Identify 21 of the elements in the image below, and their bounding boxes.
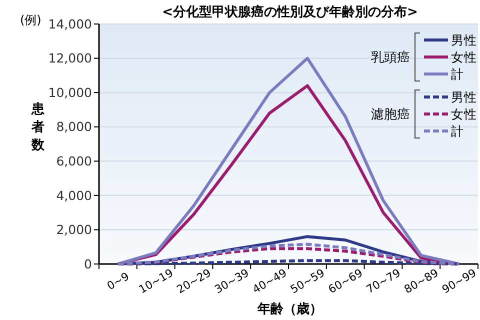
annotation: 濾胞癌 [371,108,410,123]
y-tick-label: 14,000 [48,16,92,32]
text: (例) [20,13,42,27]
annotation: 乳頭癌 [371,50,410,66]
chart-title: <分化型甲状腺癌の性別及び年齢別の分布> [162,4,418,20]
legend-label: 女性 [451,106,477,122]
y-tick-label: 6,000 [56,154,92,169]
y-tick-label: 10,000 [48,84,92,100]
y-tick-label: 8,000 [56,119,92,134]
legend-label: 男性 [451,89,477,104]
legend-label: 計 [451,66,464,82]
x-tick-label: 0~9 [104,270,132,293]
y-tick-label: 12,000 [48,50,92,66]
y-tick-label: 2,000 [56,222,92,238]
legend-label: 女性 [451,49,477,64]
legend-label: 男性 [451,32,477,48]
legend-label: 計 [451,123,464,138]
y-tick-label: 4,000 [56,188,92,203]
x-axis-title: 年齢（歳） [256,302,322,317]
y-axis-title: 患者数 [30,101,46,153]
y-tick-label: 0 [84,256,92,272]
